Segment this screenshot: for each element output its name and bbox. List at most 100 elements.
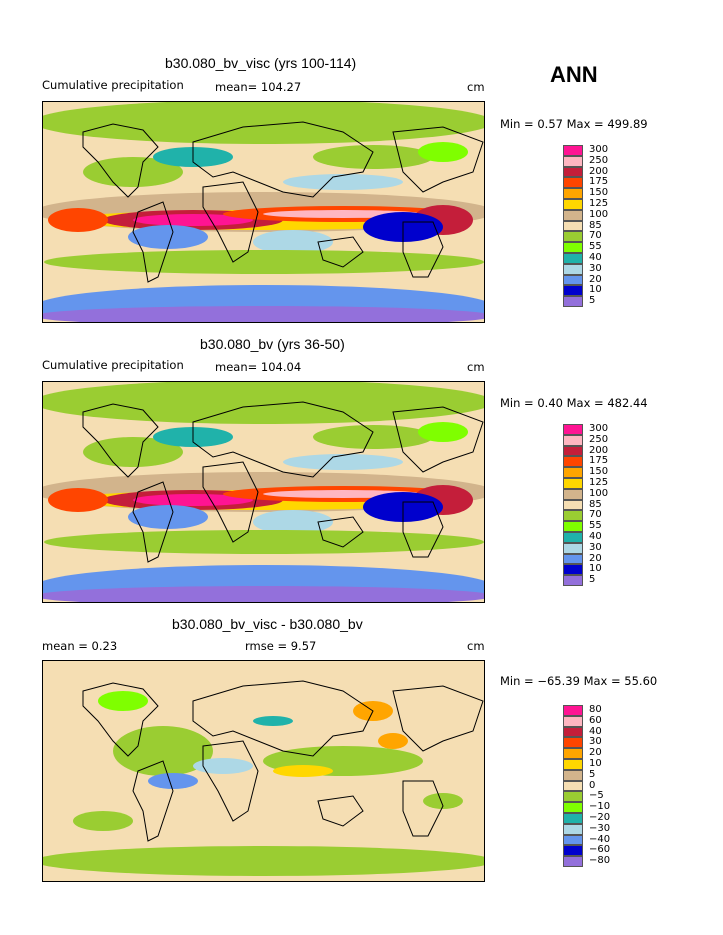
colorbar-label: 175 xyxy=(589,176,609,188)
panel-1-title: b30.080_bv_visc (yrs 100-114) xyxy=(165,55,357,71)
contour-region xyxy=(48,208,108,232)
colorbar-label: 250 xyxy=(589,154,609,166)
coastline xyxy=(82,123,159,198)
coastline xyxy=(132,201,174,283)
contour-region xyxy=(83,437,183,467)
colorbar-swatch xyxy=(563,715,583,727)
colorbar-swatch xyxy=(563,553,583,565)
panel-3-minmax: Min = −65.39 Max = 55.60 xyxy=(500,674,658,688)
colorbar-swatch xyxy=(563,521,583,532)
contour-region xyxy=(148,773,198,789)
coastline xyxy=(192,680,374,757)
contour-region xyxy=(128,225,208,249)
colorbar-label: 5 xyxy=(589,295,596,307)
colorbar-label: 100 xyxy=(589,487,609,499)
panel-2-units: cm xyxy=(467,360,485,374)
colorbar-swatch xyxy=(563,285,583,297)
colorbar-swatch xyxy=(563,845,583,857)
colorbar-label: −20 xyxy=(589,811,611,823)
colorbar-swatch xyxy=(563,445,583,457)
colorbar-label: −40 xyxy=(589,833,611,845)
panel-1-map xyxy=(42,101,485,323)
coastline xyxy=(392,126,484,193)
contour-region xyxy=(283,174,403,190)
panel-3-mean: mean = 0.23 xyxy=(42,639,118,653)
contour-region xyxy=(43,306,484,322)
colorbar-label: 55 xyxy=(589,520,602,532)
colorbar-swatch xyxy=(563,155,583,167)
colorbar-swatch xyxy=(563,780,583,792)
contour-region xyxy=(418,142,468,162)
colorbar-label: 40 xyxy=(589,530,602,542)
colorbar-label: 85 xyxy=(589,219,602,231)
panel-2-left-label: Cumulative precipitation xyxy=(42,358,184,372)
contour-region xyxy=(253,716,293,726)
colorbar-label: 150 xyxy=(589,466,609,478)
colorbar-label: 5 xyxy=(589,768,596,780)
colorbar-swatch xyxy=(563,145,583,156)
colorbar-swatch xyxy=(563,274,583,286)
colorbar-label: 200 xyxy=(589,165,609,177)
colorbar-swatch xyxy=(563,467,583,478)
panel-1-left-label: Cumulative precipitation xyxy=(42,78,184,92)
colorbar-swatch xyxy=(563,477,583,489)
colorbar-label: 30 xyxy=(589,541,602,553)
panel-2-title: b30.080_bv (yrs 36-50) xyxy=(200,336,345,352)
panel-2-map xyxy=(42,381,485,603)
coastline xyxy=(317,236,364,268)
colorbar-label: 250 xyxy=(589,433,609,445)
colorbar-swatch xyxy=(563,424,583,435)
colorbar-label: 40 xyxy=(589,251,602,263)
colorbar-label: 40 xyxy=(589,725,602,737)
contour-region xyxy=(273,765,333,777)
colorbar-label: 175 xyxy=(589,455,609,467)
map-canvas xyxy=(43,661,484,881)
contour-region xyxy=(418,422,468,442)
contour-region xyxy=(253,230,333,254)
colorbar-swatch xyxy=(563,834,583,846)
colorbar-swatch xyxy=(563,726,583,738)
colorbar-label: 125 xyxy=(589,197,609,209)
colorbar-label: −30 xyxy=(589,822,611,834)
colorbar-swatch xyxy=(563,531,583,543)
colorbar-label: 20 xyxy=(589,273,602,285)
colorbar-label: 30 xyxy=(589,736,602,748)
colorbar-label: 10 xyxy=(589,757,602,769)
colorbar-swatch xyxy=(563,188,583,199)
colorbar-swatch xyxy=(563,748,583,759)
contour-region xyxy=(253,510,333,534)
colorbar-label: 150 xyxy=(589,187,609,199)
colorbar-swatch xyxy=(563,209,583,221)
coastline xyxy=(202,740,259,822)
colorbar-label: 20 xyxy=(589,552,602,564)
panel-3-title: b30.080_bv_visc - b30.080_bv xyxy=(172,616,363,632)
colorbar-swatch xyxy=(563,758,583,770)
coastline xyxy=(82,682,159,757)
contour-region xyxy=(43,102,484,144)
contour-region xyxy=(193,758,253,774)
contour-region xyxy=(378,733,408,749)
colorbar-label: 80 xyxy=(589,704,602,715)
colorbar-swatch xyxy=(563,166,583,178)
colorbar-swatch xyxy=(563,564,583,576)
colorbar-swatch xyxy=(563,510,583,522)
colorbar-swatch xyxy=(563,856,583,867)
colorbar-swatch xyxy=(563,220,583,232)
contour-region xyxy=(43,382,484,424)
colorbar-swatch xyxy=(563,705,583,716)
contour-region xyxy=(128,505,208,529)
coastline xyxy=(132,760,174,842)
contour-region xyxy=(133,214,253,226)
colorbar-label: −80 xyxy=(589,855,611,867)
colorbar-swatch xyxy=(563,802,583,813)
colorbar-label: 60 xyxy=(589,714,602,726)
contour-region xyxy=(313,145,433,169)
colorbar-swatch xyxy=(563,823,583,835)
contour-region xyxy=(44,530,484,554)
map-canvas xyxy=(43,102,484,322)
panel-3-map xyxy=(42,660,485,882)
colorbar-label: 70 xyxy=(589,509,602,521)
contour-region xyxy=(83,157,183,187)
coastline xyxy=(402,501,444,558)
